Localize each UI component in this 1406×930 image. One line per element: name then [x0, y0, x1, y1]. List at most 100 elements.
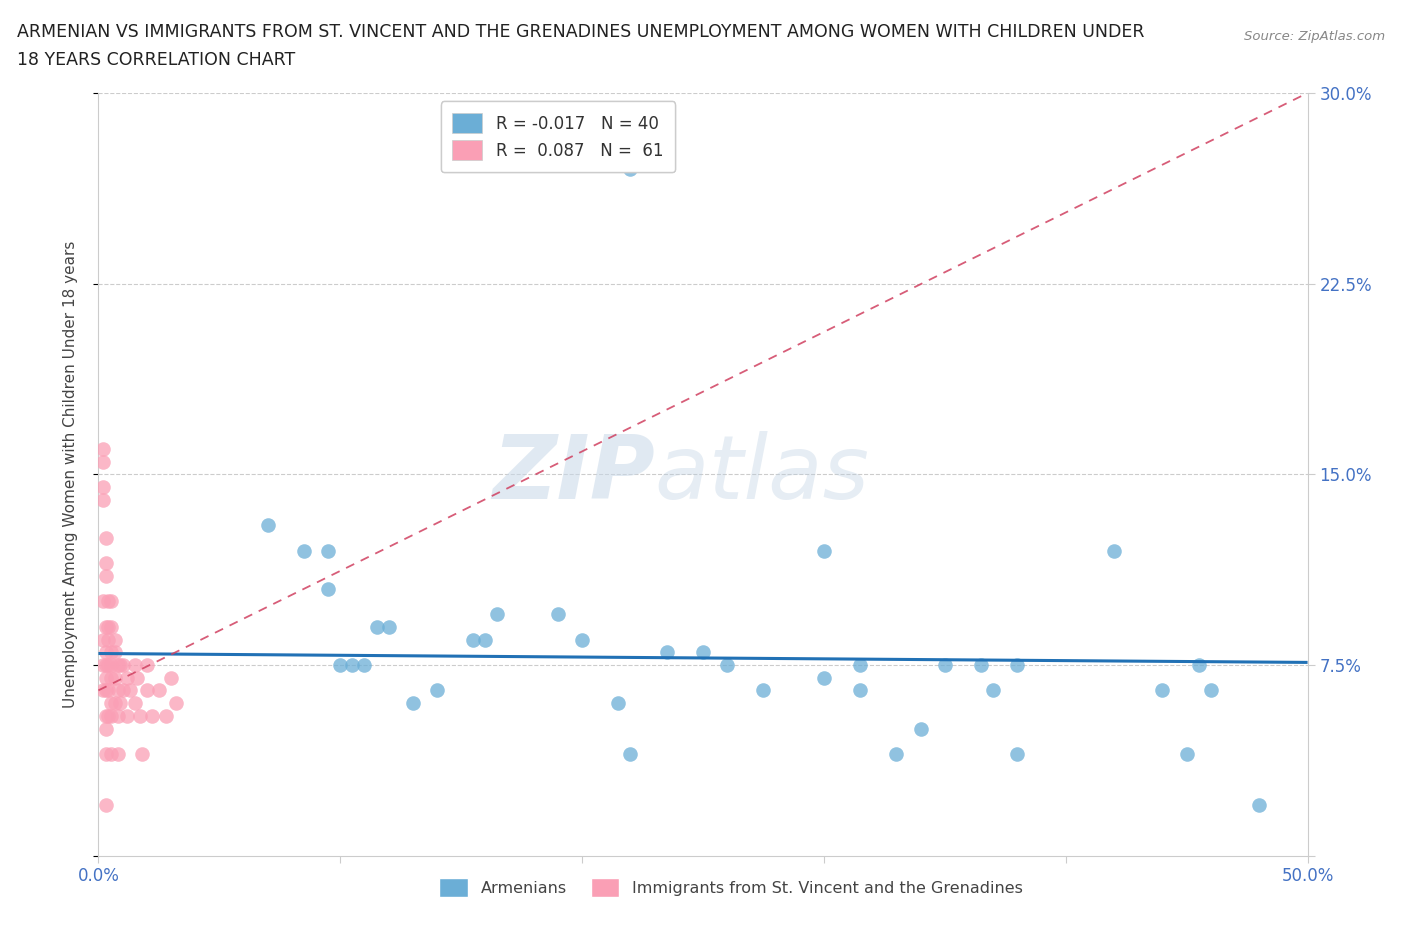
- Point: [97, 619, 120, 634]
- Point: [100, 709, 122, 724]
- Point: [94, 530, 117, 545]
- Point: [135, 683, 157, 698]
- Point: [107, 747, 129, 762]
- Point: [97, 632, 120, 647]
- Point: [108, 658, 131, 672]
- Point: [1102, 543, 1125, 558]
- Point: [1007, 747, 1029, 762]
- Point: [402, 696, 425, 711]
- Point: [316, 543, 339, 558]
- Point: [94, 709, 117, 724]
- Point: [117, 709, 139, 724]
- Point: [607, 696, 630, 711]
- Point: [124, 658, 146, 672]
- Text: atlas: atlas: [655, 432, 869, 517]
- Point: [813, 671, 835, 685]
- Point: [117, 671, 139, 685]
- Point: [97, 658, 120, 672]
- Point: [329, 658, 352, 672]
- Point: [316, 581, 339, 596]
- Point: [94, 671, 117, 685]
- Point: [94, 568, 117, 583]
- Point: [100, 644, 122, 659]
- Point: [94, 721, 117, 736]
- Point: [107, 658, 129, 672]
- Point: [91, 632, 114, 647]
- Point: [97, 594, 120, 609]
- Point: [148, 683, 170, 698]
- Text: ZIP: ZIP: [492, 431, 655, 518]
- Point: [135, 658, 157, 672]
- Point: [94, 683, 117, 698]
- Point: [547, 606, 569, 621]
- Point: [813, 543, 835, 558]
- Point: [619, 747, 641, 762]
- Point: [104, 644, 127, 659]
- Point: [107, 709, 129, 724]
- Text: 18 YEARS CORRELATION CHART: 18 YEARS CORRELATION CHART: [17, 51, 295, 69]
- Point: [160, 671, 183, 685]
- Point: [1007, 658, 1029, 672]
- Point: [94, 747, 117, 762]
- Point: [486, 606, 509, 621]
- Point: [91, 683, 114, 698]
- Point: [655, 644, 678, 659]
- Point: [474, 632, 496, 647]
- Point: [100, 594, 122, 609]
- Text: Source: ZipAtlas.com: Source: ZipAtlas.com: [1244, 30, 1385, 43]
- Point: [155, 709, 177, 724]
- Point: [111, 658, 134, 672]
- Text: ARMENIAN VS IMMIGRANTS FROM ST. VINCENT AND THE GRENADINES UNEMPLOYMENT AMONG WO: ARMENIAN VS IMMIGRANTS FROM ST. VINCENT …: [17, 23, 1144, 41]
- Point: [127, 671, 149, 685]
- Point: [107, 683, 129, 698]
- Point: [100, 747, 122, 762]
- Point: [94, 644, 117, 659]
- Point: [910, 721, 932, 736]
- Point: [97, 709, 120, 724]
- Point: [124, 696, 146, 711]
- Point: [104, 696, 127, 711]
- Point: [849, 658, 872, 672]
- Point: [91, 442, 114, 457]
- Point: [1188, 658, 1211, 672]
- Point: [1152, 683, 1174, 698]
- Legend: R = -0.017   N = 40, R =  0.087   N =  61: R = -0.017 N = 40, R = 0.087 N = 61: [441, 101, 675, 172]
- Point: [1175, 747, 1198, 762]
- Point: [571, 632, 593, 647]
- Y-axis label: Unemployment Among Women with Children Under 18 years: Unemployment Among Women with Children U…: [63, 241, 77, 708]
- Point: [849, 683, 872, 698]
- Point: [91, 454, 114, 469]
- Point: [100, 658, 122, 672]
- Legend: Armenians, Immigrants from St. Vincent and the Grenadines: Armenians, Immigrants from St. Vincent a…: [432, 870, 1031, 905]
- Point: [692, 644, 714, 659]
- Point: [111, 683, 134, 698]
- Point: [141, 709, 163, 724]
- Point: [108, 696, 131, 711]
- Point: [463, 632, 485, 647]
- Point: [104, 671, 127, 685]
- Point: [91, 594, 114, 609]
- Point: [342, 658, 364, 672]
- Point: [104, 632, 127, 647]
- Point: [131, 747, 153, 762]
- Point: [1249, 797, 1271, 812]
- Point: [94, 556, 117, 571]
- Point: [619, 162, 641, 177]
- Point: [353, 658, 375, 672]
- Point: [94, 658, 117, 672]
- Point: [100, 696, 122, 711]
- Point: [886, 747, 908, 762]
- Point: [970, 658, 993, 672]
- Point: [377, 619, 399, 634]
- Point: [256, 518, 278, 533]
- Point: [981, 683, 1004, 698]
- Point: [100, 671, 122, 685]
- Point: [1199, 683, 1222, 698]
- Point: [752, 683, 775, 698]
- Point: [91, 492, 114, 507]
- Point: [94, 619, 117, 634]
- Point: [934, 658, 956, 672]
- Point: [426, 683, 449, 698]
- Point: [128, 709, 150, 724]
- Point: [366, 619, 388, 634]
